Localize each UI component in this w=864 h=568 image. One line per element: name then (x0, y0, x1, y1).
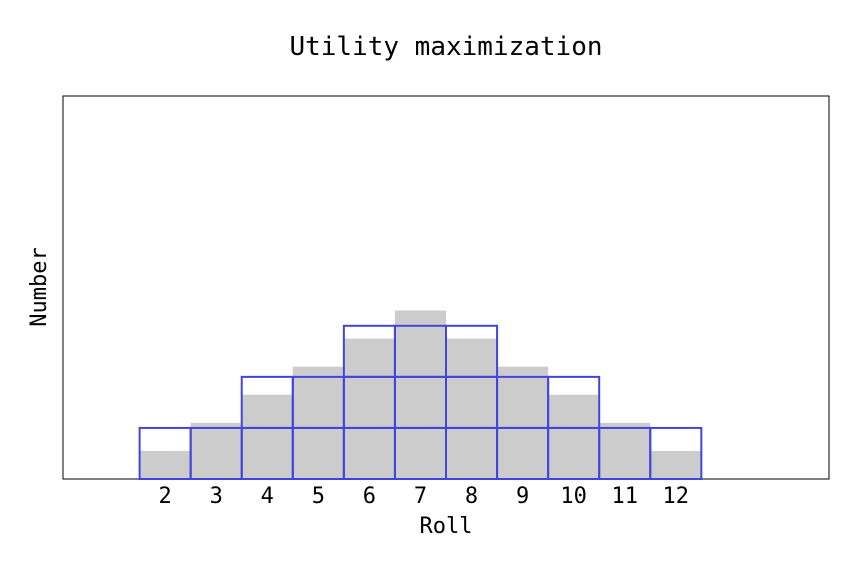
gray-bar-12 (650, 450, 702, 479)
gray-bar-6 (343, 338, 395, 479)
x-tick-label-12: 12 (663, 484, 690, 509)
gray-bar-3 (190, 422, 242, 479)
blue-box-12-1 (649, 426, 703, 480)
x-tick-label-3: 3 (210, 484, 223, 509)
gray-bar-10 (548, 394, 600, 479)
gray-bar-11 (599, 422, 651, 479)
y-axis-label: Number (27, 247, 52, 326)
blue-box-10-2 (547, 375, 601, 429)
gray-bar-2 (139, 450, 191, 479)
x-tick-labels: 2 3 4 5 6 7 8 9 10 11 12 (159, 484, 690, 509)
blue-box-8-3 (445, 324, 499, 378)
x-tick-label-11: 11 (611, 484, 638, 509)
x-tick-label-8: 8 (465, 484, 478, 509)
x-tick-label-4: 4 (261, 484, 274, 509)
bars-layer (139, 310, 702, 479)
x-tick-label-6: 6 (363, 484, 376, 509)
x-tick-label-10: 10 (560, 484, 587, 509)
x-tick-label-9: 9 (516, 484, 529, 509)
x-tick-label-2: 2 (159, 484, 172, 509)
gray-bar-5 (292, 366, 344, 479)
x-tick-label-5: 5 (312, 484, 325, 509)
gray-bar-7 (394, 310, 446, 479)
x-axis-label: Roll (420, 514, 473, 539)
gray-bar-9 (497, 366, 549, 479)
x-tick-label-7: 7 (414, 484, 427, 509)
gray-bar-4 (241, 394, 293, 479)
outline-layer (138, 324, 703, 480)
chart-title: Utility maximization (289, 32, 602, 62)
gray-bar-8 (446, 338, 498, 479)
